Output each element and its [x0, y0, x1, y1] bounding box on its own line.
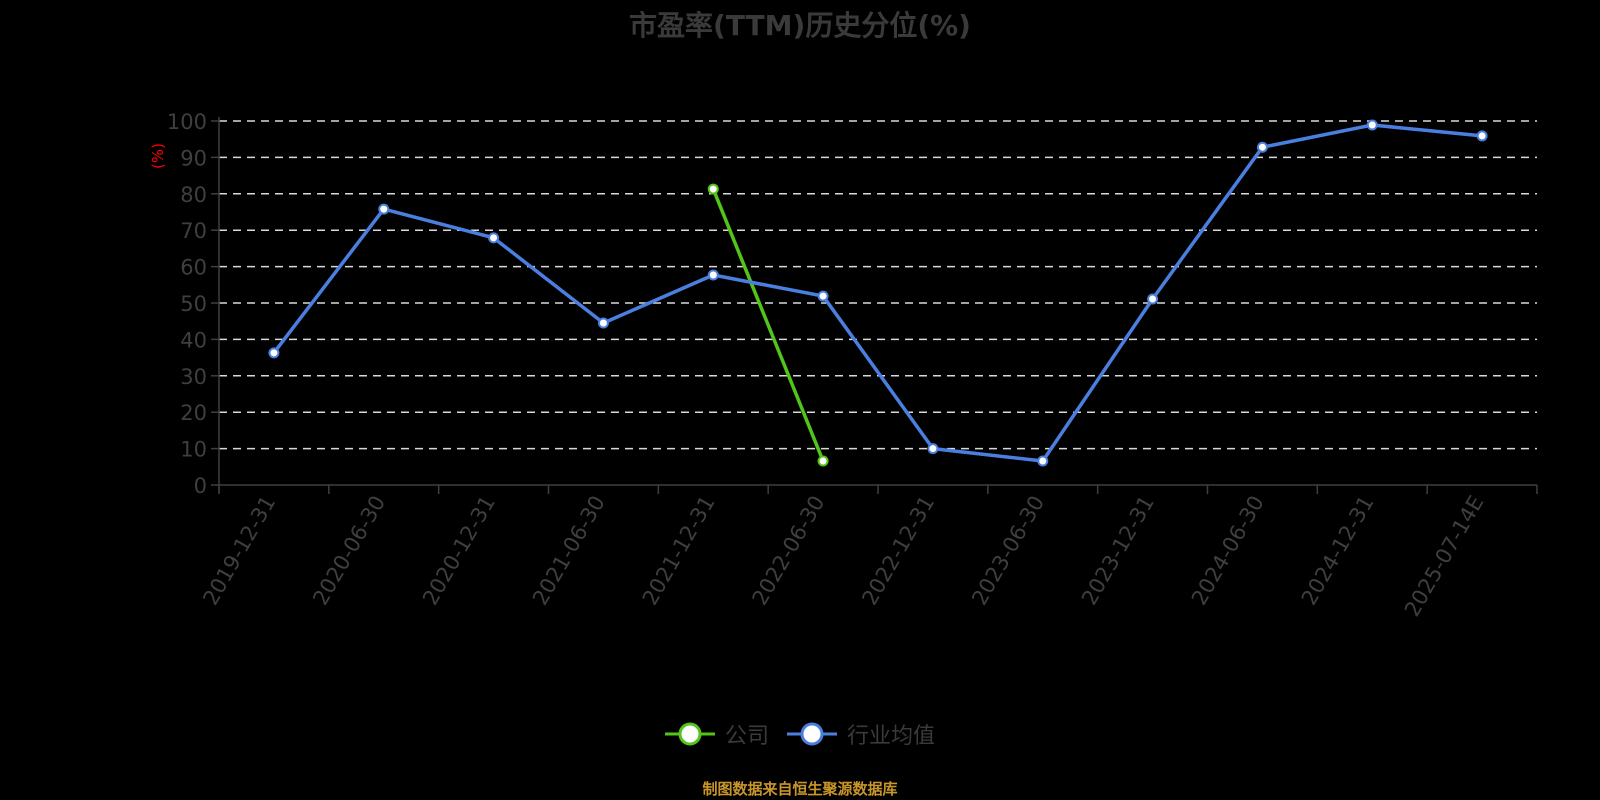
y-tick-label: 30 [180, 365, 207, 389]
legend-company-marker-icon [664, 722, 715, 746]
y-tick-label: 20 [180, 401, 207, 425]
x-tick-label: 2025-07-14E [1400, 492, 1488, 621]
x-tick-label: 2023-06-30 [967, 492, 1049, 610]
data-point[interactable] [378, 203, 390, 215]
legend-label-company: 公司 [724, 724, 769, 749]
series-line [272, 123, 1483, 463]
y-tick-label: 80 [180, 183, 207, 207]
x-tick-label: 2020-12-31 [418, 492, 500, 610]
legend-industry-marker-icon [787, 722, 837, 746]
legend: 公司 行业均值 [0, 718, 1600, 750]
data-point[interactable] [1256, 141, 1268, 153]
y-tick-label: 40 [180, 328, 207, 352]
y-tick-label: 70 [180, 219, 207, 243]
y-tick-label: 100 [167, 110, 207, 134]
x-tick-label: 2024-12-31 [1297, 492, 1379, 610]
x-tick-label: 2020-06-30 [308, 492, 390, 610]
legend-item-industry-avg[interactable]: 行业均值 [787, 718, 935, 750]
y-tick-label: 90 [180, 146, 207, 170]
y-tick-label: 60 [180, 256, 207, 280]
data-point[interactable] [1037, 455, 1049, 467]
data-point[interactable] [488, 232, 500, 244]
data-point[interactable] [707, 183, 719, 195]
legend-label-industry-avg: 行业均值 [847, 724, 936, 749]
y-tick-label: 0 [194, 474, 207, 498]
data-point[interactable] [927, 443, 939, 455]
data-point[interactable] [817, 455, 829, 467]
data-point[interactable] [268, 347, 280, 359]
data-point[interactable] [1366, 119, 1378, 131]
legend-item-company[interactable]: 公司 [664, 718, 769, 750]
x-tick-label: 2019-12-31 [198, 492, 280, 610]
x-tick-label: 2021-06-30 [528, 492, 610, 610]
x-tick-label: 2021-12-31 [638, 492, 720, 610]
data-point[interactable] [1476, 130, 1488, 142]
data-point[interactable] [1147, 293, 1159, 305]
y-tick-label: 50 [180, 292, 207, 316]
x-tick-label: 2022-12-31 [857, 492, 939, 610]
y-tick-label: 10 [180, 438, 207, 462]
chart-title: 市盈率(TTM)历史分位(%) [629, 9, 971, 42]
y-axis-unit: (%) [149, 143, 167, 169]
data-point[interactable] [707, 269, 719, 281]
x-tick-label: 2023-12-31 [1077, 492, 1159, 610]
data-source-note: 制图数据来自恒生聚源数据库 [702, 780, 898, 798]
data-point[interactable] [817, 290, 829, 302]
data-point[interactable] [597, 317, 609, 329]
x-tick-label: 2024-06-30 [1187, 492, 1269, 610]
series-line [711, 188, 825, 462]
x-tick-label: 2022-06-30 [748, 492, 830, 610]
